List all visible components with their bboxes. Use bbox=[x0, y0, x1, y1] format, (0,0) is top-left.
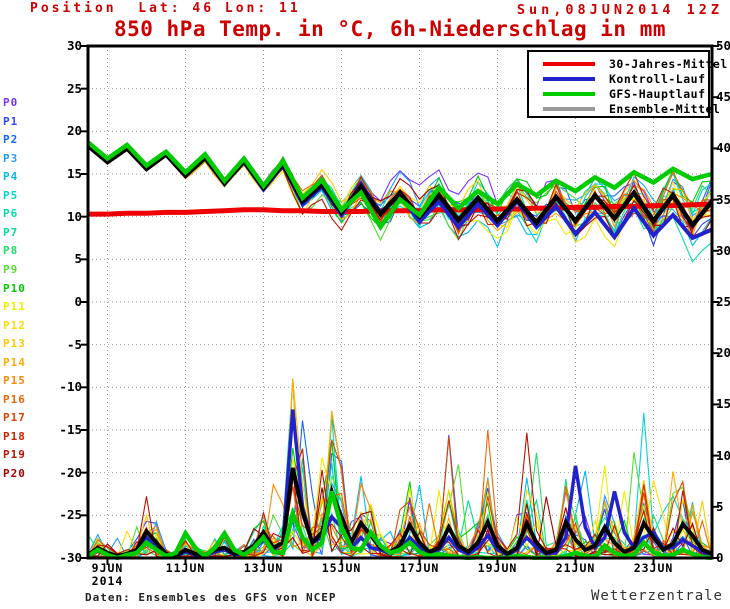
legend-line-30y-mean bbox=[543, 61, 595, 66]
axis-tick-label: -30 bbox=[59, 550, 82, 565]
axis-tick-label: 45 bbox=[716, 89, 730, 105]
axis-tick-label: 50 bbox=[716, 38, 730, 53]
axis-tick-label: 5 bbox=[74, 251, 82, 267]
member-label-p7: P7 bbox=[3, 225, 19, 239]
legend-line-main-run bbox=[543, 91, 595, 96]
member-label-p20: P20 bbox=[3, 467, 26, 480]
member-label-p2: P2 bbox=[3, 133, 19, 147]
axis-tick-label: 20 bbox=[66, 123, 82, 139]
legend-item-ensemble-mean: Ensemble-Mittel bbox=[529, 101, 720, 116]
member-label-p9: P9 bbox=[3, 262, 19, 276]
axis-tick-label: 15JUN bbox=[321, 561, 362, 575]
member-label-p19: P19 bbox=[3, 448, 26, 462]
member-label-p18: P18 bbox=[3, 429, 26, 443]
axis-tick-label: 15 bbox=[66, 166, 82, 181]
axis-tick-label: 9JUN bbox=[91, 561, 124, 575]
member-label-p6: P6 bbox=[3, 207, 19, 221]
chart-title: 850 hPa Temp. in °C, 6h-Niederschlag in … bbox=[113, 17, 666, 41]
axis-tick-label: 17JUN bbox=[399, 561, 440, 575]
axis-tick-label: 21JUN bbox=[555, 561, 596, 575]
member-label-p14: P14 bbox=[3, 355, 26, 369]
member-label-p13: P13 bbox=[3, 337, 26, 351]
axis-tick-label: 23JUN bbox=[633, 561, 674, 575]
axis-tick-label: 2014 bbox=[91, 574, 124, 588]
member-label-p17: P17 bbox=[3, 411, 26, 425]
legend-label: Ensemble-Mittel bbox=[609, 101, 721, 116]
legend-label: Kontroll-Lauf bbox=[609, 71, 706, 86]
axis-tick-label: 10 bbox=[66, 208, 82, 224]
legend-item-main-run: GFS-Hauptlauf bbox=[529, 86, 708, 101]
member-label-p4: P4 bbox=[3, 170, 19, 184]
axis-tick-label: 0 bbox=[74, 294, 82, 309]
member-label-p8: P8 bbox=[3, 244, 19, 258]
axis-tick-label: -10 bbox=[59, 379, 82, 395]
legend-line-ensemble-mean bbox=[543, 106, 595, 111]
legend-item-control: Kontroll-Lauf bbox=[529, 71, 708, 86]
member-label-p12: P12 bbox=[3, 318, 26, 332]
brand-label: Wetterzentrale bbox=[590, 588, 723, 604]
axis-tick-label: 19JUN bbox=[477, 561, 518, 575]
axis-tick-label: 35 bbox=[716, 191, 730, 207]
axis-tick-label: 5 bbox=[716, 498, 724, 514]
axis-tick-label: -5 bbox=[66, 336, 82, 352]
axis-tick-label: 30 bbox=[716, 242, 730, 258]
axis-tick-label: 30 bbox=[66, 38, 82, 53]
member-label-p11: P11 bbox=[3, 300, 26, 314]
legend-item-30y-mean: 30-Jahres-Mittel bbox=[529, 56, 727, 71]
member-label-p1: P1 bbox=[3, 114, 19, 128]
legend-label: GFS-Hauptlauf bbox=[609, 86, 706, 101]
axis-tick-label: 15 bbox=[716, 396, 730, 412]
axis-tick-label: -25 bbox=[59, 507, 82, 523]
axis-tick-label: 25 bbox=[66, 80, 82, 96]
legend-box: 30-Jahres-Mittel Kontroll-Lauf GFS-Haupt… bbox=[527, 50, 727, 118]
axis-tick-label: 10 bbox=[716, 447, 730, 463]
member-label-p15: P15 bbox=[3, 374, 26, 388]
axis-tick-label: 20 bbox=[716, 345, 730, 361]
run-datetime: Sun,08JUN2014 12Z bbox=[516, 2, 723, 18]
axis-tick-label: 0 bbox=[716, 550, 724, 565]
axis-tick-label: 13JUN bbox=[243, 561, 284, 575]
member-label-p3: P3 bbox=[3, 151, 19, 165]
member-label-p16: P16 bbox=[3, 392, 26, 406]
axis-tick-label: 40 bbox=[716, 140, 730, 156]
legend-line-control bbox=[543, 76, 595, 81]
axis-tick-label: -15 bbox=[59, 422, 82, 437]
member-label-p5: P5 bbox=[3, 188, 19, 202]
position-label: Position Lat: 46 Lon: 11 bbox=[30, 1, 301, 16]
legend-label: 30-Jahres-Mittel bbox=[609, 56, 728, 71]
data-source-label: Daten: Ensembles des GFS von NCEP bbox=[85, 591, 337, 604]
member-label-p0: P0 bbox=[3, 96, 19, 109]
axis-tick-label: 11JUN bbox=[165, 561, 206, 575]
axis-tick-label: -20 bbox=[59, 464, 82, 480]
member-label-p10: P10 bbox=[3, 281, 26, 295]
axis-tick-label: 25 bbox=[716, 294, 730, 309]
